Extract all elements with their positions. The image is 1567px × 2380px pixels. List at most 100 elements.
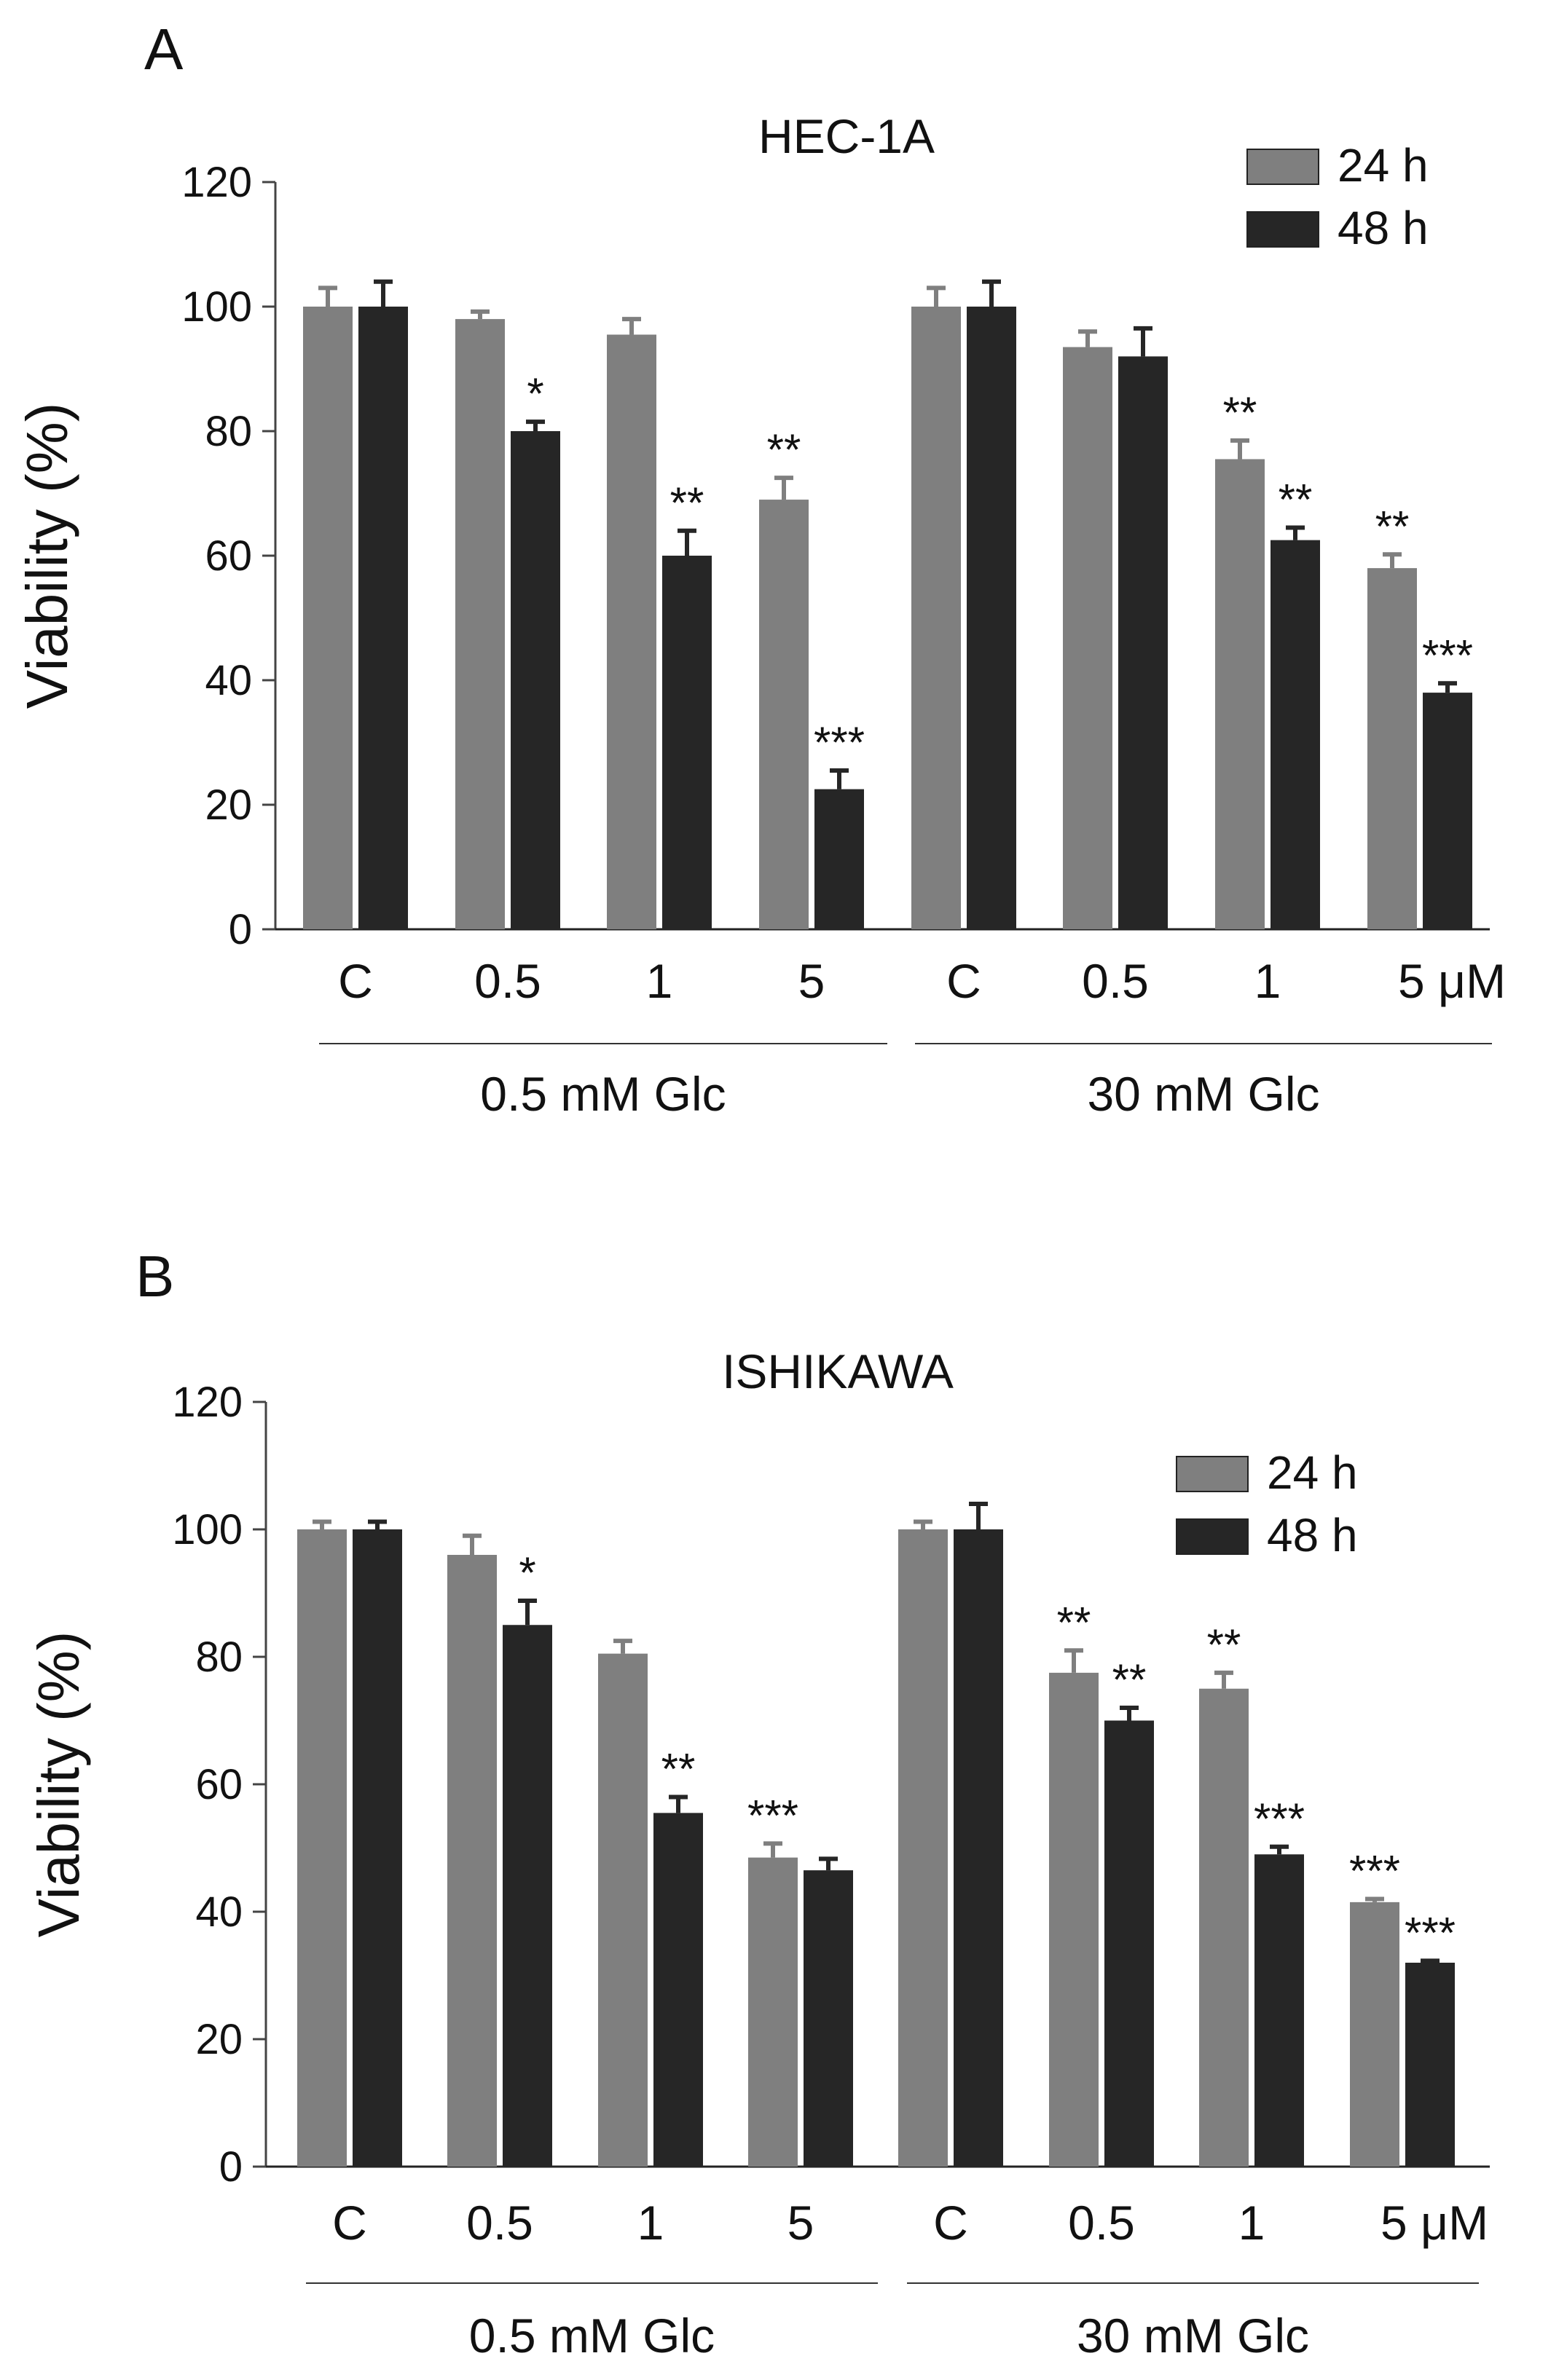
bar	[1271, 540, 1320, 929]
bar	[353, 1529, 402, 2167]
bar	[1405, 1963, 1455, 2167]
y-tick-label: 40	[205, 657, 252, 704]
y-tick-label: 60	[195, 1761, 243, 1808]
bar	[759, 500, 809, 929]
legend-label: 24 h	[1267, 1446, 1358, 1499]
y-tick-label: 100	[172, 1506, 243, 1553]
bar	[911, 307, 961, 929]
legend-label: 24 h	[1338, 139, 1429, 192]
y-tick-label: 60	[205, 532, 252, 580]
x-tick-label: 5 μM	[1398, 954, 1506, 1008]
group-label: 0.5 mM Glc	[469, 2309, 715, 2363]
y-tick-label: 40	[195, 1888, 243, 1936]
y-tick-label: 80	[205, 408, 252, 455]
bar	[1367, 568, 1417, 929]
legend-label: 48 h	[1338, 202, 1429, 254]
bar	[1254, 1854, 1304, 2167]
bar	[662, 556, 712, 929]
bar	[1199, 1688, 1249, 2167]
significance-mark: *	[527, 369, 543, 418]
group-label: 30 mM Glc	[1077, 2309, 1309, 2363]
group-label: 0.5 mM Glc	[480, 1067, 726, 1121]
y-tick-label: 120	[172, 1379, 243, 1426]
legend-swatch	[1246, 211, 1319, 248]
significance-mark: **	[1223, 388, 1257, 437]
x-tick-label: 5 μM	[1381, 2196, 1488, 2250]
legend-label: 48 h	[1267, 1509, 1358, 1561]
legend: 24 h 48 h	[1176, 1446, 1358, 1561]
y-tick-label: 120	[181, 159, 252, 206]
x-tick-label: 5	[798, 954, 825, 1008]
bar	[748, 1857, 798, 2167]
significance-mark: **	[1207, 1620, 1241, 1669]
x-tick-label: 0.5	[1068, 2196, 1135, 2250]
significance-mark: **	[1057, 1598, 1091, 1647]
bar	[1215, 459, 1265, 929]
significance-mark: ***	[1422, 631, 1473, 679]
bar	[1063, 347, 1112, 929]
chart-title: HEC-1A	[758, 109, 935, 163]
x-tick-label: 0.5	[466, 2196, 533, 2250]
bar	[1350, 1902, 1399, 2167]
x-tick-label: 5	[788, 2196, 814, 2250]
y-axis-label: Viability (%)	[26, 1631, 91, 1938]
y-tick-label: 20	[205, 781, 252, 829]
y-tick-label: 20	[195, 2016, 243, 2063]
legend: 24 h 48 h	[1246, 139, 1429, 254]
significance-mark: **	[661, 1745, 696, 1794]
bar	[447, 1555, 497, 2167]
bar	[1049, 1672, 1099, 2167]
bar	[607, 334, 656, 930]
significance-mark: **	[1112, 1655, 1147, 1704]
y-tick-label: 0	[229, 906, 252, 953]
group-label: 30 mM Glc	[1087, 1067, 1319, 1121]
bar	[358, 307, 408, 929]
significance-mark: ***	[1349, 1847, 1400, 1896]
x-tick-label: 1	[637, 2196, 664, 2250]
legend-swatch	[1246, 149, 1319, 185]
y-axis-label: Viability (%)	[15, 403, 79, 709]
bar	[954, 1529, 1003, 2167]
significance-mark: **	[1279, 476, 1313, 524]
y-tick-label: 80	[195, 1634, 243, 1681]
bar	[297, 1529, 347, 2167]
significance-mark: **	[767, 425, 801, 474]
significance-mark: ***	[814, 718, 865, 767]
bar	[303, 307, 353, 929]
bar	[1104, 1720, 1154, 2167]
legend-swatch	[1176, 1456, 1249, 1492]
x-tick-label: C	[338, 954, 373, 1008]
x-tick-label: 1	[646, 954, 673, 1008]
x-tick-label: 1	[1238, 2196, 1265, 2250]
panel-label: A	[144, 17, 184, 82]
x-tick-label: 0.5	[474, 954, 541, 1008]
bar	[455, 319, 505, 930]
panel-label: B	[136, 1244, 174, 1309]
x-tick-label: 1	[1254, 954, 1281, 1008]
bar	[1423, 693, 1472, 929]
legend-swatch	[1176, 1518, 1249, 1555]
bar	[598, 1653, 648, 2167]
bar	[814, 789, 864, 929]
bar	[804, 1870, 853, 2167]
significance-mark: **	[670, 478, 704, 527]
bar	[503, 1625, 552, 2167]
bar	[967, 307, 1016, 929]
significance-mark: ***	[747, 1791, 798, 1840]
y-tick-label: 0	[219, 2143, 243, 2191]
x-tick-label: 0.5	[1082, 954, 1149, 1008]
x-tick-label: C	[332, 2196, 367, 2250]
chart-title: ISHIKAWA	[722, 1344, 954, 1398]
bar	[653, 1813, 703, 2167]
bar	[511, 431, 560, 929]
significance-mark: ***	[1405, 1908, 1456, 1957]
bar	[898, 1529, 948, 2167]
significance-mark: ***	[1254, 1794, 1305, 1843]
x-tick-label: C	[946, 954, 981, 1008]
significance-mark: *	[519, 1548, 535, 1597]
y-tick-label: 100	[181, 283, 252, 331]
x-tick-label: C	[933, 2196, 968, 2250]
